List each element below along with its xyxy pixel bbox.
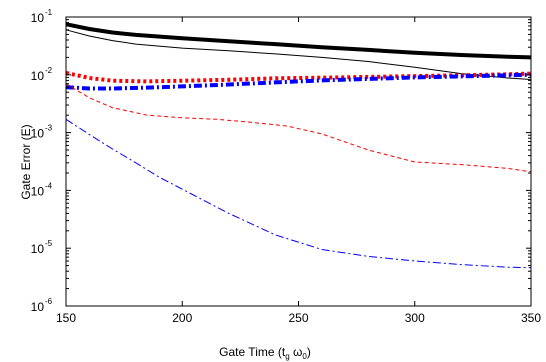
y-tick-label: 10 xyxy=(31,69,45,83)
y-tick-label-exponent: -4 xyxy=(45,181,53,190)
y-tick-label: 10 xyxy=(31,184,45,198)
x-tick-label: 250 xyxy=(288,311,308,325)
x-tick-label: 200 xyxy=(172,311,192,325)
y-tick-label-exponent: -1 xyxy=(45,8,53,17)
x-axis-title-sub2: 0 xyxy=(302,352,307,361)
x-axis-title-mid: ω xyxy=(290,345,303,359)
y-tick-label: 10 xyxy=(31,242,45,256)
x-axis-title-sub1: g xyxy=(285,352,289,361)
x-axis-title: Gate Time (tg ω0) xyxy=(219,345,311,361)
y-tick-labels: 10-610-510-410-310-210-1 xyxy=(31,8,53,314)
x-tick-label: 300 xyxy=(405,311,425,325)
y-tick-label: 10 xyxy=(31,127,45,141)
x-tick-label: 350 xyxy=(521,311,541,325)
y-axis-title: Gate Error (E) xyxy=(19,124,33,199)
x-tick-labels: 150 200 250 300 350 xyxy=(56,311,541,325)
series-line-4 xyxy=(65,72,532,91)
x-tick-label: 150 xyxy=(56,311,76,325)
series-line-5 xyxy=(65,83,532,173)
y-tick-label-exponent: -5 xyxy=(45,239,53,248)
y-tick-label: 10 xyxy=(31,11,45,25)
y-tick-label-exponent: -6 xyxy=(45,297,53,306)
x-axis-title-main: Gate Time (t xyxy=(219,345,286,359)
y-tick-label-exponent: -2 xyxy=(45,66,53,75)
series-layer xyxy=(65,22,532,269)
x-axis-title-end: ) xyxy=(307,345,311,359)
y-tick-label-exponent: -3 xyxy=(45,124,53,133)
tick-layer xyxy=(65,16,532,307)
series-line-1 xyxy=(65,22,532,60)
y-tick-label: 10 xyxy=(31,300,45,314)
series-line-6 xyxy=(65,118,532,269)
